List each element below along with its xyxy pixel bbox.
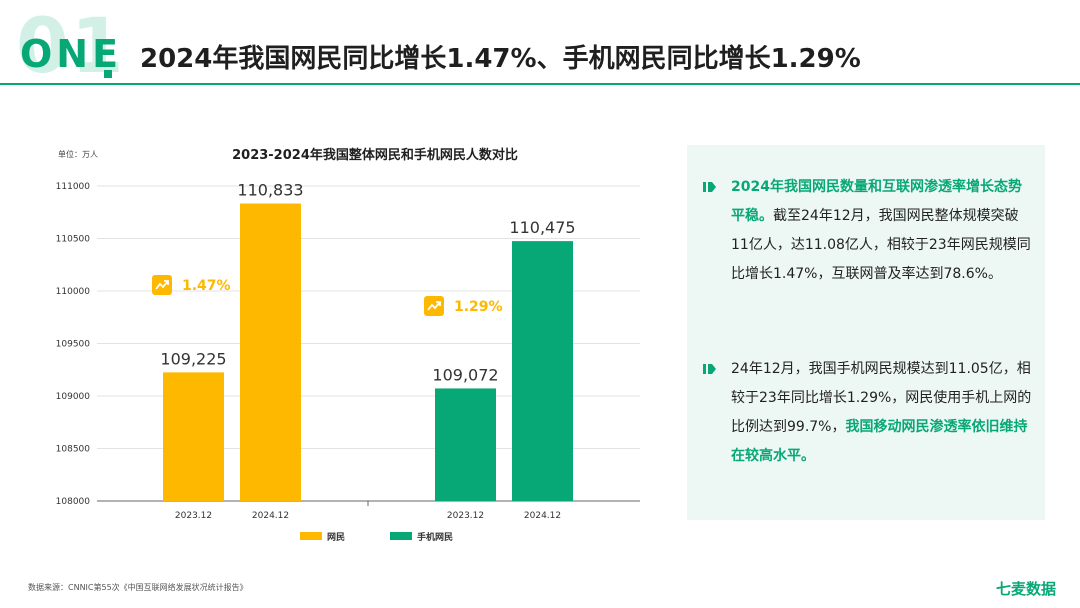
y-tick-label: 109500	[56, 340, 91, 350]
data-source-note: 数据来源：CNNIC第55次《中国互联网络发展状况统计报告》	[28, 583, 248, 592]
legend-label: 手机网民	[417, 531, 453, 543]
chart-container: 2023-2024年我国整体网民和手机网民人数对比 单位：万人 108000 1085…	[0, 130, 660, 560]
legend-swatch	[300, 532, 322, 540]
insight-paragraph-1: 2024年我国网民数量和互联网渗透率增长态势平稳。截至24年12月，我国网民整体…	[703, 173, 1032, 289]
x-tick-label: 2023.12	[447, 511, 484, 521]
growth-label: 1.29%	[454, 299, 503, 315]
y-tick-label: 108000	[56, 497, 91, 507]
bar-value-label: 109,072	[432, 365, 498, 384]
insight-panel: 2024年我国网民数量和互联网渗透率增长态势平稳。截至24年12月，我国网民整体…	[687, 145, 1045, 520]
insight-1-text: 截至24年12月，我国网民整体规模突破11亿人，达11.08亿人，相较于23年网…	[731, 208, 1031, 282]
bar	[435, 388, 496, 501]
insight-1-highlight: 2024年我国网民数量和互联网渗透率增长态势平稳。	[731, 179, 1022, 224]
unit-label: 单位：万人	[58, 149, 98, 159]
page-title: 2024年我国网民同比增长1.47%、手机网民同比增长1.29%	[140, 44, 861, 74]
header-divider	[0, 83, 1080, 85]
y-tick-label: 109000	[56, 392, 91, 402]
y-tick-label: 110500	[56, 235, 91, 245]
bar	[512, 241, 573, 501]
bullet-arrow-icon	[703, 364, 716, 374]
trend-up-icon	[164, 280, 169, 285]
bar-value-label: 110,833	[237, 181, 303, 200]
x-tick-label: 2024.12	[252, 511, 289, 521]
trend-up-icon	[436, 301, 441, 306]
brand-logo-text: 七麦数据	[996, 580, 1057, 598]
x-tick-label: 2024.12	[524, 511, 561, 521]
page-header: 01 ONE 2024年我国网民同比增长1.47%、手机网民同比增长1.29%	[0, 0, 1080, 90]
y-tick-label: 111000	[56, 182, 91, 192]
chart-title: 2023-2024年我国整体网民和手机网民人数对比	[232, 147, 518, 163]
bar	[240, 203, 301, 501]
bar-value-label: 110,475	[509, 218, 575, 237]
insight-2-highlight: 我国移动网民渗透率依旧维持在较高水平。	[731, 419, 1028, 464]
bullet-arrow-icon	[703, 182, 716, 192]
legend-swatch	[390, 532, 412, 540]
bar	[163, 372, 224, 501]
trend-up-icon	[155, 280, 169, 290]
insight-paragraph-2: 24年12月，我国手机网民规模达到11.05亿，相较于23年同比增长1.29%，…	[703, 355, 1032, 471]
trend-up-icon	[427, 301, 441, 311]
y-tick-label: 108500	[56, 445, 91, 455]
insight-2-text: 24年12月，我国手机网民规模达到11.05亿，相较于23年同比增长1.29%，…	[731, 361, 1032, 435]
x-tick-label: 2023.12	[175, 511, 212, 521]
section-number-label: ONE	[20, 32, 123, 76]
legend-label: 网民	[327, 532, 345, 543]
y-tick-label: 110000	[56, 287, 91, 297]
bar-chart: 2023-2024年我国整体网民和手机网民人数对比 单位：万人 108000 1085…	[56, 147, 640, 543]
section-number-dot	[104, 70, 112, 78]
bar-value-label: 109,225	[160, 349, 226, 368]
growth-label: 1.47%	[182, 278, 231, 294]
